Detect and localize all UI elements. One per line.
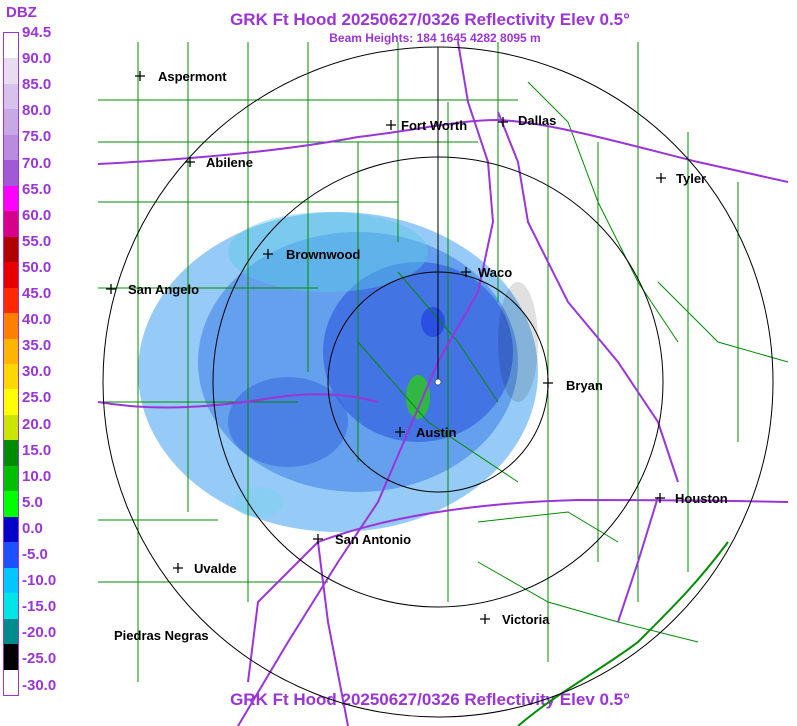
city-marker-icon (106, 284, 116, 294)
radar-map[interactable]: Aspermont Fort Worth Dallas Abilene Tyler Bro… (98, 42, 788, 726)
city-marker-icon (135, 71, 145, 81)
city-marker-icon (543, 378, 553, 388)
legend-label: -25.0 (22, 650, 57, 668)
city-label: Fort Worth (401, 118, 467, 133)
legend-label: 85.0 (22, 76, 52, 94)
legend-color-swatch (4, 644, 18, 671)
legend-color-swatch (4, 389, 18, 416)
city-marker-icon (173, 563, 183, 573)
city-label: Aspermont (158, 69, 227, 84)
legend-label: -15.0 (22, 598, 57, 616)
legend-label: 80.0 (22, 102, 52, 120)
city-label: Uvalde (194, 561, 237, 576)
city-markers: Aspermont Fort Worth Dallas Abilene Tyler Bro… (106, 69, 728, 643)
city-marker-icon (263, 249, 273, 259)
legend-color-swatch (4, 160, 18, 187)
city-label: Houston (675, 491, 728, 506)
legend-color-swatch (4, 516, 18, 543)
legend-label: 50.0 (22, 258, 52, 276)
legend-color-swatch (4, 491, 18, 518)
legend-color-swatch (4, 440, 18, 467)
legend-color-swatch (4, 669, 18, 696)
legend-color-swatch (4, 109, 18, 136)
legend-color-swatch (4, 618, 18, 645)
legend-color-bar (3, 32, 19, 696)
legend-color-swatch (4, 338, 18, 365)
legend-label: 30.0 (22, 363, 52, 381)
legend-color-swatch (4, 364, 18, 390)
legend-color-swatch (4, 33, 18, 59)
legend-label: 10.0 (22, 467, 52, 485)
city-label: Waco (478, 265, 512, 280)
legend-color-swatch (4, 211, 18, 238)
legend-color-swatch (4, 236, 18, 263)
legend-color-swatch (4, 83, 18, 110)
legend-color-swatch (4, 134, 18, 161)
legend-label: 5.0 (22, 493, 43, 511)
legend-label: 40.0 (22, 311, 52, 329)
map-title: GRK Ft Hood 20250627/0326 Reflectivity E… (230, 10, 630, 29)
city-label: Abilene (206, 155, 253, 170)
legend-color-swatch (4, 58, 18, 85)
legend-label: 55.0 (22, 232, 52, 250)
legend-color-swatch (4, 593, 18, 620)
city-label: Brownwood (286, 247, 360, 262)
city-label: San Antonio (335, 532, 411, 547)
legend-label: 25.0 (22, 389, 52, 407)
range-rings (102, 46, 774, 718)
city-marker-icon (461, 267, 471, 277)
beam-heights-subtitle: Beam Heights: 184 1645 4282 8095 m (329, 31, 541, 45)
legend-color-swatch (4, 542, 18, 569)
city-marker-icon (395, 427, 405, 437)
legend-color-swatch (4, 185, 18, 212)
city-label: Austin (416, 425, 457, 440)
legend-label: 90.0 (22, 50, 52, 68)
city-marker-icon (313, 534, 323, 544)
legend-label: 20.0 (22, 415, 52, 433)
legend-label: -5.0 (22, 546, 48, 563)
radar-site-icon (434, 378, 442, 386)
city-marker-icon (386, 120, 396, 130)
legend-color-swatch (4, 567, 18, 594)
legend-label: 45.0 (22, 285, 52, 302)
city-marker-icon (656, 173, 666, 183)
legend-label: 94.5 (22, 24, 52, 41)
city-label: Dallas (518, 113, 556, 128)
legend-label: 70.0 (22, 154, 52, 172)
legend-color-swatch (4, 313, 18, 340)
legend-color-swatch (4, 262, 18, 289)
legend-label: 35.0 (22, 337, 52, 355)
legend-label: -20.0 (22, 624, 57, 642)
legend-color-swatch (4, 414, 18, 441)
gulf-coastline (517, 541, 729, 726)
city-label: Bryan (566, 378, 603, 393)
city-label: Victoria (502, 612, 550, 627)
city-label: Tyler (676, 171, 706, 186)
city-marker-icon (480, 614, 490, 624)
city-marker-icon (655, 493, 665, 503)
legend-label: -10.0 (22, 572, 57, 590)
city-marker-icon (185, 157, 195, 167)
legend-label: 15.0 (22, 441, 52, 459)
city-label: Piedras Negras (114, 628, 209, 643)
city-marker-icon (498, 117, 508, 127)
legend-label: -30.0 (22, 676, 57, 694)
legend-color-swatch (4, 465, 18, 492)
city-label: San Angelo (128, 282, 199, 297)
legend-color-swatch (4, 287, 18, 314)
legend-label: 65.0 (22, 180, 52, 198)
legend-label: 0.0 (22, 519, 43, 537)
legend-title: DBZ (6, 4, 37, 21)
legend-label: 60.0 (22, 206, 52, 224)
legend-label: 75.0 (22, 128, 52, 146)
